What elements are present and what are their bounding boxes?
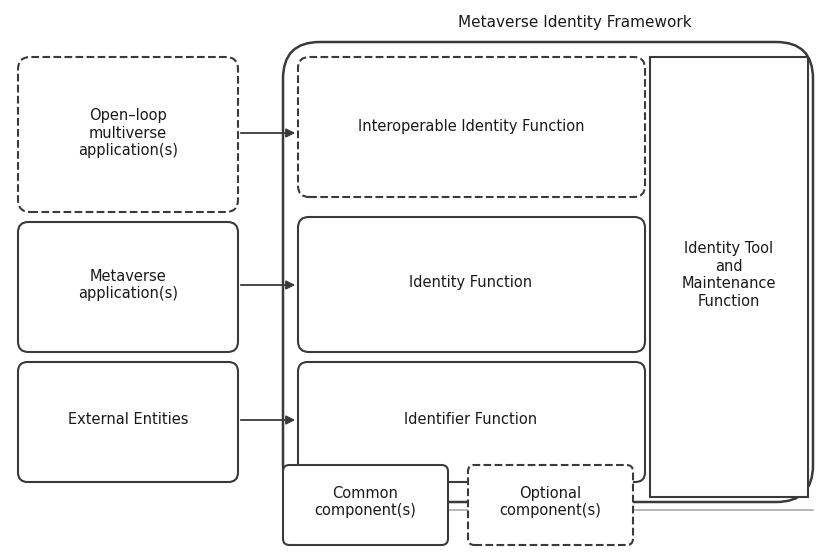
Text: Metaverse Identity Framework: Metaverse Identity Framework bbox=[458, 14, 691, 29]
FancyBboxPatch shape bbox=[282, 465, 447, 545]
FancyBboxPatch shape bbox=[297, 217, 644, 352]
FancyBboxPatch shape bbox=[18, 222, 238, 352]
FancyBboxPatch shape bbox=[297, 362, 644, 482]
Text: External Entities: External Entities bbox=[68, 412, 188, 427]
FancyBboxPatch shape bbox=[468, 465, 633, 545]
FancyBboxPatch shape bbox=[297, 57, 644, 197]
Text: Identifier Function: Identifier Function bbox=[404, 412, 537, 427]
FancyBboxPatch shape bbox=[649, 57, 807, 497]
Text: Common
component(s): Common component(s) bbox=[314, 486, 416, 518]
Text: Metaverse
application(s): Metaverse application(s) bbox=[78, 269, 178, 301]
Text: Open–loop
multiverse
application(s): Open–loop multiverse application(s) bbox=[78, 108, 178, 158]
FancyBboxPatch shape bbox=[18, 362, 238, 482]
FancyBboxPatch shape bbox=[18, 57, 238, 212]
Text: Optional
component(s): Optional component(s) bbox=[498, 486, 600, 518]
FancyBboxPatch shape bbox=[282, 42, 812, 502]
Text: Identity Function: Identity Function bbox=[409, 274, 532, 289]
Text: Interoperable Identity Function: Interoperable Identity Function bbox=[358, 119, 584, 135]
Text: Identity Tool
and
Maintenance
Function: Identity Tool and Maintenance Function bbox=[681, 241, 775, 309]
